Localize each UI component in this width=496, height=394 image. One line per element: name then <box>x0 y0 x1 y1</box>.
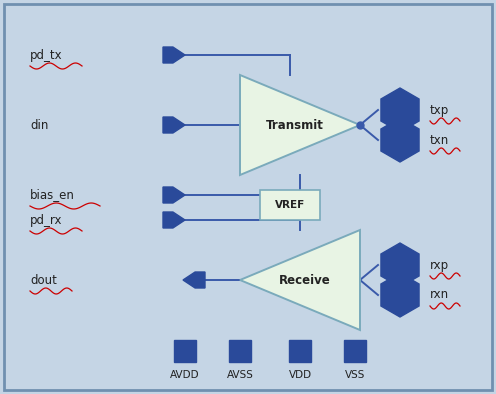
Polygon shape <box>183 272 205 288</box>
Polygon shape <box>381 273 419 317</box>
Text: AVSS: AVSS <box>227 370 253 380</box>
Bar <box>289 340 311 362</box>
Text: rxp: rxp <box>430 258 449 271</box>
Bar <box>344 340 366 362</box>
Bar <box>174 340 196 362</box>
Polygon shape <box>381 118 419 162</box>
Text: bias_en: bias_en <box>30 188 75 201</box>
Text: AVDD: AVDD <box>170 370 200 380</box>
Text: pd_tx: pd_tx <box>30 48 62 61</box>
Polygon shape <box>163 212 185 228</box>
Polygon shape <box>240 230 360 330</box>
Polygon shape <box>163 47 185 63</box>
Polygon shape <box>381 88 419 132</box>
Polygon shape <box>381 243 419 287</box>
Text: txp: txp <box>430 104 449 117</box>
Text: Transmit: Transmit <box>266 119 324 132</box>
Text: VDD: VDD <box>289 370 311 380</box>
Polygon shape <box>163 117 185 133</box>
Text: VREF: VREF <box>275 200 305 210</box>
Text: Receive: Receive <box>279 273 331 286</box>
Bar <box>260 190 320 220</box>
Text: rxn: rxn <box>430 288 449 301</box>
Text: txn: txn <box>430 134 449 147</box>
Text: VSS: VSS <box>345 370 365 380</box>
Text: dout: dout <box>30 273 57 286</box>
Polygon shape <box>163 187 185 203</box>
Polygon shape <box>240 75 360 175</box>
Text: pd_rx: pd_rx <box>30 214 62 227</box>
Text: din: din <box>30 119 49 132</box>
Bar <box>229 340 251 362</box>
